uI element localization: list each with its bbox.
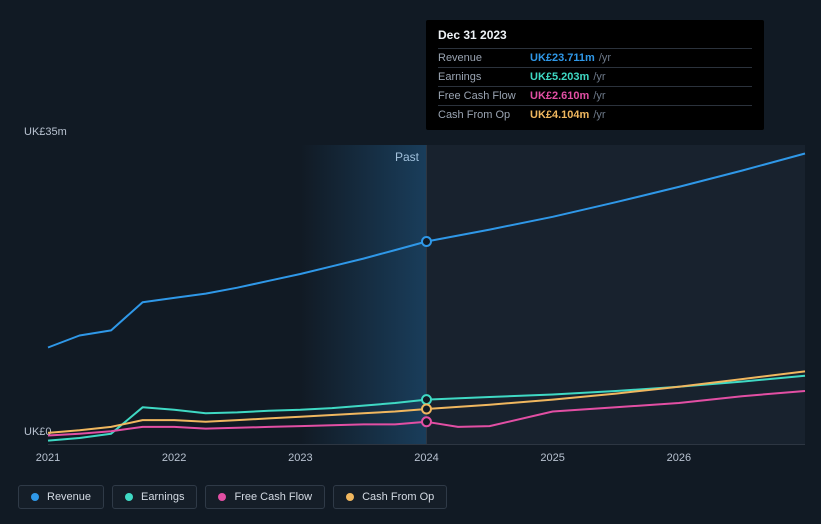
x-axis-label: 2023 — [288, 452, 312, 464]
tooltip-series-label: Revenue — [438, 52, 530, 64]
tooltip-series-unit: /yr — [593, 109, 605, 121]
tooltip-series-unit: /yr — [599, 52, 611, 64]
financials-chart-container: { "layout": { "width": 821, "height": 52… — [0, 0, 821, 524]
marker-cfo — [422, 404, 431, 413]
legend-dot-icon — [218, 493, 226, 501]
hover-gradient-band — [300, 145, 426, 444]
x-axis-label: 2024 — [414, 452, 438, 464]
tooltip-series-label: Earnings — [438, 71, 530, 83]
legend-dot-icon — [125, 493, 133, 501]
legend-label: Cash From Op — [362, 491, 434, 503]
legend-item-earnings[interactable]: Earnings — [112, 485, 197, 509]
tooltip-series-label: Free Cash Flow — [438, 90, 530, 102]
tooltip-series-value: UK£2.610m — [530, 90, 589, 102]
legend-item-revenue[interactable]: Revenue — [18, 485, 104, 509]
forecast-bg — [427, 145, 806, 444]
legend-item-cfo[interactable]: Cash From Op — [333, 485, 447, 509]
tooltip-date: Dec 31 2023 — [438, 28, 752, 42]
tooltip-series-label: Cash From Op — [438, 109, 530, 121]
tooltip-series-value: UK£23.711m — [530, 52, 595, 64]
legend: Revenue Earnings Free Cash Flow Cash From O… — [18, 485, 447, 509]
tooltip-series-value: UK£4.104m — [530, 109, 589, 121]
tooltip-row: RevenueUK£23.711m/yr — [438, 48, 752, 67]
x-axis-label: 2022 — [162, 452, 186, 464]
tooltip-row: EarningsUK£5.203m/yr — [438, 67, 752, 86]
legend-label: Earnings — [141, 491, 184, 503]
x-axis-label: 2026 — [667, 452, 691, 464]
marker-revenue — [422, 237, 431, 246]
marker-earnings — [422, 395, 431, 404]
tooltip-series-value: UK£5.203m — [530, 71, 589, 83]
tooltip-row: Cash From OpUK£4.104m/yr — [438, 105, 752, 124]
legend-label: Revenue — [47, 491, 91, 503]
tooltip-row: Free Cash FlowUK£2.610m/yr — [438, 86, 752, 105]
legend-label: Free Cash Flow — [234, 491, 312, 503]
hover-tooltip: Dec 31 2023 RevenueUK£23.711m/yrEarnings… — [426, 20, 764, 130]
x-axis-label: 2021 — [36, 452, 60, 464]
marker-fcf — [422, 417, 431, 426]
x-axis-label: 2025 — [540, 452, 564, 464]
legend-dot-icon — [346, 493, 354, 501]
tooltip-series-unit: /yr — [593, 71, 605, 83]
legend-dot-icon — [31, 493, 39, 501]
legend-item-fcf[interactable]: Free Cash Flow — [205, 485, 325, 509]
tooltip-series-unit: /yr — [593, 90, 605, 102]
